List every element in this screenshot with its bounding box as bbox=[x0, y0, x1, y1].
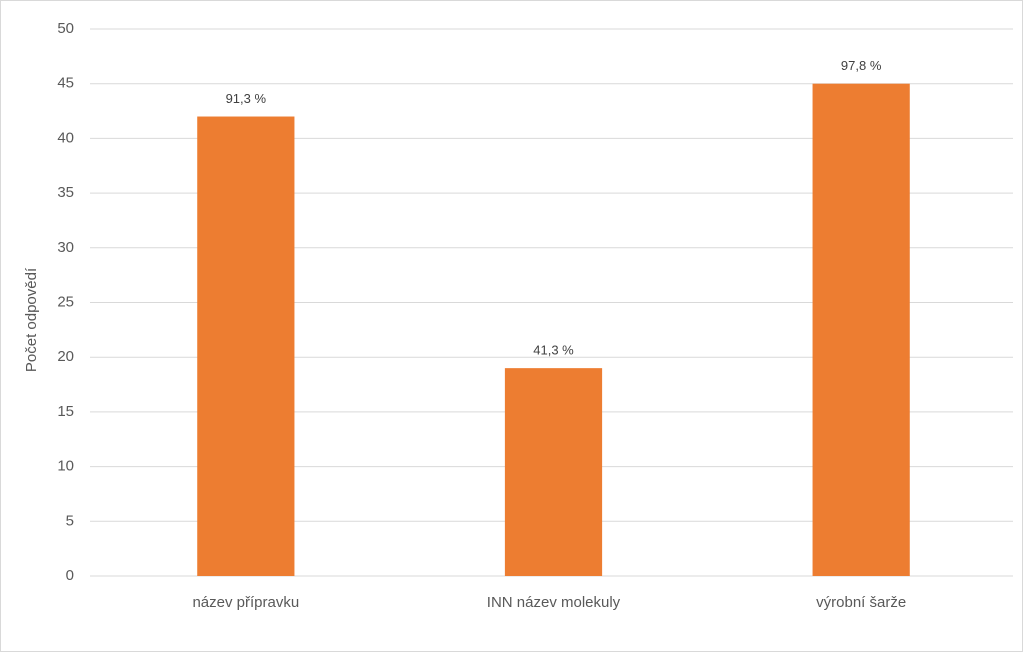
annotation: 97,8 % bbox=[841, 58, 882, 73]
y-tick-label: 50 bbox=[57, 20, 74, 37]
y-tick-label: 25 bbox=[57, 293, 74, 310]
y-tick-label: 45 bbox=[57, 75, 74, 92]
bar bbox=[197, 116, 295, 577]
x-tick-label: INN název molekuly bbox=[487, 594, 621, 611]
y-tick-label: 40 bbox=[57, 129, 74, 146]
bar bbox=[504, 368, 603, 576]
annotation: 41,3 % bbox=[533, 343, 574, 358]
annotation: 91,3 % bbox=[226, 91, 267, 106]
y-axis-title: Počet odpovědí bbox=[23, 267, 40, 372]
y-tick-label: 5 bbox=[66, 512, 74, 529]
y-tick-label: 0 bbox=[66, 567, 74, 584]
x-tick-label: název přípravku bbox=[192, 594, 299, 611]
x-tick-label: výrobní šarže bbox=[816, 594, 906, 611]
y-tick-label: 30 bbox=[57, 239, 74, 256]
y-tick-label: 10 bbox=[57, 458, 74, 475]
y-tick-label: 15 bbox=[57, 403, 74, 420]
y-tick-label: 35 bbox=[57, 184, 74, 201]
y-tick-label: 20 bbox=[57, 348, 74, 365]
bar bbox=[812, 83, 910, 576]
